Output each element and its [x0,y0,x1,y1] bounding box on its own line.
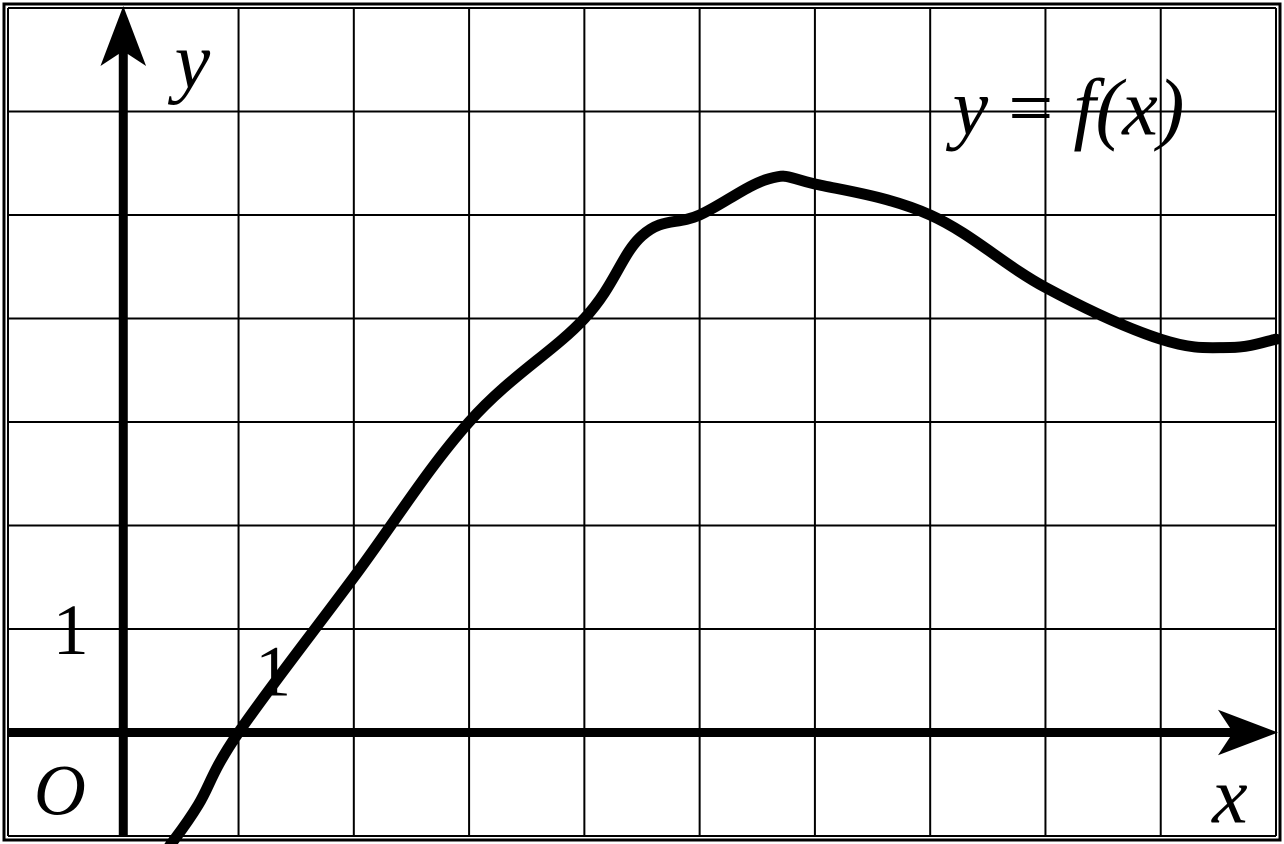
function-graph: 1 1 Ox y y = f(x) [0,0,1284,844]
origin-label: O [34,751,86,831]
x-tick-1: 1 [255,632,291,712]
chart-svg: 1 1 Ox y y = f(x) [0,0,1284,844]
y-axis-label: y [168,18,211,106]
y-tick-1: 1 [53,590,89,670]
function-label: y = f(x) [946,64,1185,152]
x-axis-label: x [1211,753,1248,841]
